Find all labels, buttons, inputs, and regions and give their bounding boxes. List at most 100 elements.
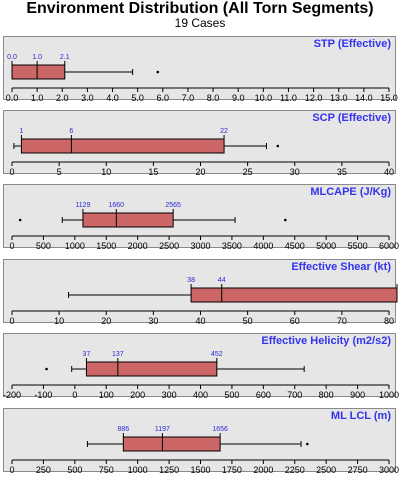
x-tick-label: 1500	[190, 465, 210, 475]
x-tick-label: 15.0	[380, 93, 398, 103]
x-tick-label: 30	[148, 316, 158, 326]
iqr-box	[190, 287, 398, 303]
panel-title-effective-helicity: Effective Helicity (m2/s2)	[261, 335, 391, 347]
x-tick-label: 300	[162, 390, 177, 400]
panel-effective-shear: Effective Shear (kt) 0 10 20 30 40 50 60 70 80 38…	[3, 259, 398, 326]
x-tick-label: 500	[36, 241, 51, 251]
value-label: 37	[83, 351, 91, 358]
x-tick-label: 1000	[65, 241, 85, 251]
value-label: 22	[220, 128, 228, 135]
x-tick-label: 400	[193, 390, 208, 400]
iqr-box	[20, 138, 225, 154]
x-tick-label: 1750	[222, 465, 242, 475]
x-tick-label: 50	[243, 316, 253, 326]
x-tick-label: 0.0	[6, 93, 19, 103]
x-tick-label: 3000	[379, 465, 399, 475]
x-tick-label: 5	[57, 167, 62, 177]
boxplot-effective-shear: 0 10 20 30 40 50 60 70 80 38 44	[9, 277, 398, 326]
x-tick-label: 4500	[285, 241, 305, 251]
value-label: 452	[211, 351, 223, 358]
x-tick-label: 2500	[316, 465, 336, 475]
x-tick-label: 10	[101, 167, 111, 177]
value-label: 1197	[155, 426, 170, 433]
x-tick-label: 70	[337, 316, 347, 326]
x-tick-label: 100	[99, 390, 114, 400]
iqr-box	[85, 361, 218, 377]
x-tick-label: 12.0	[305, 93, 323, 103]
x-tick-label: 0	[9, 241, 14, 251]
panel-title-stp: STP (Effective)	[313, 38, 391, 50]
boxplot-effective-helicity: -200 -100 0 100 200 300 400 500 600 700 800 900 1000…	[3, 351, 399, 400]
value-label: 2565	[165, 202, 181, 209]
x-tick-label: 6.0	[157, 93, 170, 103]
x-tick-label: 700	[287, 390, 302, 400]
x-tick-label: 0	[9, 465, 14, 475]
x-tick-label: -200	[3, 390, 21, 400]
panel-effective-helicity: Effective Helicity (m2/s2) -200 -100 0 100 2…	[3, 333, 399, 400]
iqr-box	[82, 212, 174, 228]
x-tick-label: 6000	[379, 241, 399, 251]
x-tick-label: 3.0	[81, 93, 94, 103]
value-label: 1.0	[32, 54, 42, 61]
value-label: 1660	[109, 202, 125, 209]
outlier-point	[276, 144, 280, 148]
outlier-point	[45, 367, 48, 371]
x-tick-label: 900	[350, 390, 365, 400]
x-tick-label: 4.0	[106, 93, 119, 103]
x-tick-label: 600	[256, 390, 271, 400]
x-tick-label: 3000	[190, 241, 210, 251]
x-tick-label: 750	[99, 465, 114, 475]
value-label: 1129	[75, 202, 90, 209]
x-tick-label: 1500	[96, 241, 116, 251]
x-tick-label: 5.0	[131, 93, 144, 103]
x-tick-label: 2250	[285, 465, 305, 475]
x-tick-label: 0	[9, 316, 14, 326]
outlier-point	[18, 218, 22, 222]
page-subtitle: 19 Cases	[174, 16, 226, 30]
x-tick-label: 800	[319, 390, 334, 400]
x-tick-label: 250	[36, 465, 51, 475]
x-tick-label: 5500	[348, 241, 368, 251]
panel-title-scp: SCP (Effective)	[312, 112, 391, 124]
x-tick-label: 25	[243, 167, 253, 177]
x-tick-label: 500	[224, 390, 239, 400]
boxplot-stp: 0.0 1.0 2.0 3.0 4.0 5.0 6.0 7.0 8.0 9.0 10.0 11.0 12…	[6, 54, 398, 103]
x-tick-label: 40	[384, 167, 394, 177]
x-tick-label: 1250	[159, 465, 179, 475]
x-tick-label: 30	[290, 167, 300, 177]
boxplot-mlcape: 0 500 1000 1500 2000 2500 3000 3500 4000 4500 5000…	[9, 202, 399, 251]
boxplot-ml-lcl: 0 250 500 750 1000 1250 1500 1750 2000 2250 2500 27…	[9, 426, 399, 475]
x-tick-label: 2000	[128, 241, 148, 251]
x-tick-label: 4000	[253, 241, 273, 251]
value-label: 44	[218, 277, 226, 284]
x-tick-label: 8.0	[207, 93, 220, 103]
x-tick-label: 1.0	[31, 93, 44, 103]
value-label: 1656	[212, 426, 228, 433]
panel-ml-lcl: ML LCL (m) 0 250 500 750 1000 1250 1500 1750 200…	[3, 408, 399, 475]
outlier-point	[284, 218, 287, 222]
x-tick-label: 1000	[128, 465, 148, 475]
x-tick-label: 3500	[222, 241, 242, 251]
x-tick-label: 20	[101, 316, 111, 326]
value-label: 6	[69, 128, 73, 135]
x-tick-label: 0	[72, 390, 77, 400]
panel-stp: STP (Effective) 0.0 1.0 2.0 3.0 4.0 5.0 6.0 7.0…	[3, 36, 398, 103]
x-tick-label: 13.0	[330, 93, 348, 103]
x-tick-label: 1000	[379, 390, 399, 400]
value-label: 0.0	[7, 54, 17, 61]
x-tick-label: 10.0	[255, 93, 273, 103]
x-tick-label: 500	[67, 465, 82, 475]
x-tick-label: 5000	[316, 241, 336, 251]
page-title: Environment Distribution (All Torn Segme…	[26, 0, 374, 17]
value-label: 886	[117, 426, 129, 433]
x-tick-label: 20	[195, 167, 205, 177]
outlier-point	[306, 442, 309, 446]
x-tick-label: 9.0	[232, 93, 245, 103]
x-tick-label: 80	[384, 316, 394, 326]
outlier-point	[156, 70, 160, 74]
x-tick-label: 0	[9, 167, 14, 177]
value-label: 2.1	[60, 54, 70, 61]
panel-mlcape: MLCAPE (J/Kg) 0 500 1000 1500 2000 2500 3000 35…	[3, 184, 399, 251]
panel-title-mlcape: MLCAPE (J/Kg)	[310, 186, 391, 198]
boxplot-scp: 0 5 10 15 20 25 30 35 40 1 6 22	[9, 128, 394, 177]
